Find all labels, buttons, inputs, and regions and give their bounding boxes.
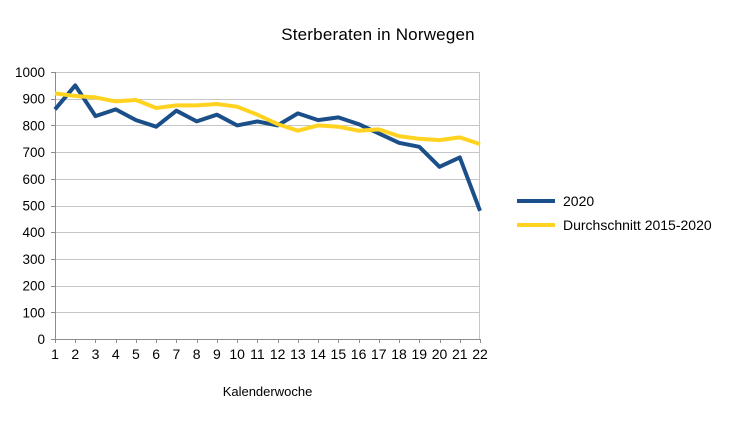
y-axis-tick-label: 900 bbox=[22, 92, 45, 107]
x-axis-tick-label: 13 bbox=[290, 346, 306, 362]
y-axis-tick-label: 100 bbox=[22, 305, 45, 320]
x-axis-tick-label: 20 bbox=[432, 346, 448, 362]
legend: 2020 Durchschnitt 2015-2020 bbox=[517, 189, 712, 236]
x-axis-title: Kalenderwoche bbox=[222, 384, 313, 399]
y-axis-tick-label: 300 bbox=[22, 252, 45, 267]
x-axis-tick-label: 14 bbox=[310, 346, 326, 362]
x-axis-tick-label: 5 bbox=[132, 346, 140, 362]
x-axis-tick-label: 10 bbox=[229, 346, 245, 362]
y-axis-tick-label: 1000 bbox=[15, 65, 45, 80]
legend-swatch-2020 bbox=[517, 198, 555, 203]
x-axis-tick-label: 3 bbox=[92, 346, 100, 362]
y-axis-tick-label: 200 bbox=[22, 279, 45, 294]
x-axis-tick-label: 4 bbox=[112, 346, 120, 362]
x-axis-tick-label: 19 bbox=[411, 346, 427, 362]
x-axis-tick-label: 17 bbox=[371, 346, 387, 362]
x-axis-tick-label: 1 bbox=[51, 346, 59, 362]
y-axis-tick-label: 500 bbox=[22, 199, 45, 214]
legend-item-2020: 2020 bbox=[517, 189, 712, 212]
x-axis-tick-label: 6 bbox=[152, 346, 160, 362]
y-axis-tick-label: 600 bbox=[22, 172, 45, 187]
legend-label-2020: 2020 bbox=[563, 192, 595, 209]
x-axis-tick-label: 15 bbox=[331, 346, 347, 362]
y-axis-tick-label: 400 bbox=[22, 225, 45, 240]
series-line-durchschnitt-2015-2020 bbox=[54, 91, 481, 146]
x-axis-tick-label: 22 bbox=[472, 346, 488, 362]
legend-swatch-durchschnitt bbox=[517, 222, 555, 227]
y-axis-tick-label: 800 bbox=[22, 118, 45, 133]
y-axis-tick-label: 700 bbox=[22, 145, 45, 160]
x-axis-tick-label: 9 bbox=[213, 346, 221, 362]
series-line-2020 bbox=[53, 83, 482, 212]
y-axis-tick-label: 0 bbox=[37, 332, 45, 347]
x-axis-tick-label: 11 bbox=[250, 346, 265, 362]
legend-label-durchschnitt: Durchschnitt 2015-2020 bbox=[563, 216, 712, 233]
x-axis-tick-label: 8 bbox=[193, 346, 201, 362]
legend-item-durchschnitt: Durchschnitt 2015-2020 bbox=[517, 213, 712, 236]
x-axis-tick-label: 7 bbox=[173, 346, 181, 362]
chart-title: Sterberaten in Norwegen bbox=[281, 25, 475, 44]
x-axis-tick-label: 2 bbox=[71, 346, 79, 362]
x-axis-tick-label: 18 bbox=[391, 346, 407, 362]
x-axis-tick-label: 12 bbox=[270, 346, 286, 362]
x-axis-tick-label: 21 bbox=[452, 346, 468, 362]
x-axis-tick-label: 16 bbox=[351, 346, 367, 362]
